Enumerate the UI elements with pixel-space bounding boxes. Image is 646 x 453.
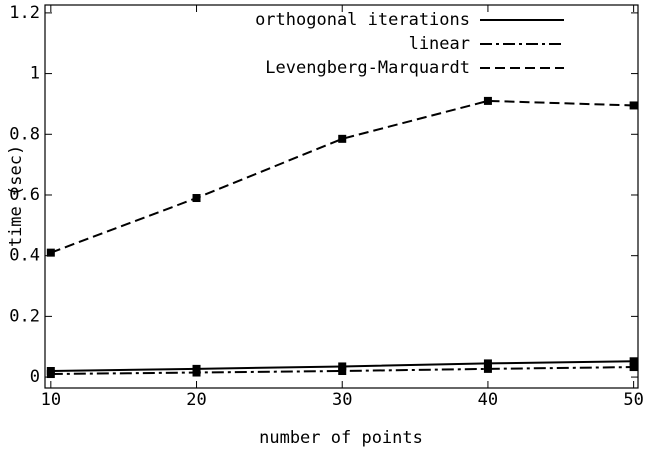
point-marker <box>338 367 347 376</box>
point-marker <box>483 359 492 368</box>
x-tick-label: 50 <box>623 390 643 410</box>
x-tick-label: 30 <box>332 390 352 410</box>
point-marker <box>192 368 201 377</box>
point-marker <box>629 357 638 366</box>
y-axis-label: time (sec) <box>6 145 26 247</box>
point-marker <box>338 134 347 143</box>
x-tick-label: 20 <box>186 390 206 410</box>
y-tick-label: 0 <box>30 367 40 387</box>
y-tick-label: 0.8 <box>9 124 40 144</box>
legend-label: orthogonal iterations <box>255 10 470 30</box>
point-marker <box>46 370 55 379</box>
y-tick-label: 0.2 <box>9 306 40 326</box>
legend-label: Levengberg-Marquardt <box>265 58 470 78</box>
y-tick-label: 1.2 <box>9 3 40 23</box>
x-tick-label: 10 <box>41 390 61 410</box>
point-marker <box>483 96 492 105</box>
plot-frame <box>44 4 639 389</box>
point-marker <box>483 364 492 373</box>
y-tick-label: 1 <box>30 64 40 84</box>
point-marker <box>629 101 638 110</box>
y-tick-label: 0.6 <box>9 185 40 205</box>
point-marker <box>629 363 638 372</box>
series-line <box>50 99 634 254</box>
y-tick-label: 0.4 <box>9 246 40 266</box>
x-tick-label: 40 <box>478 390 498 410</box>
point-marker <box>46 248 55 257</box>
point-marker <box>338 362 347 371</box>
legend-label: linear <box>409 34 470 54</box>
series-line <box>50 366 634 376</box>
x-axis-label: number of points <box>259 428 423 448</box>
point-marker <box>192 194 201 203</box>
